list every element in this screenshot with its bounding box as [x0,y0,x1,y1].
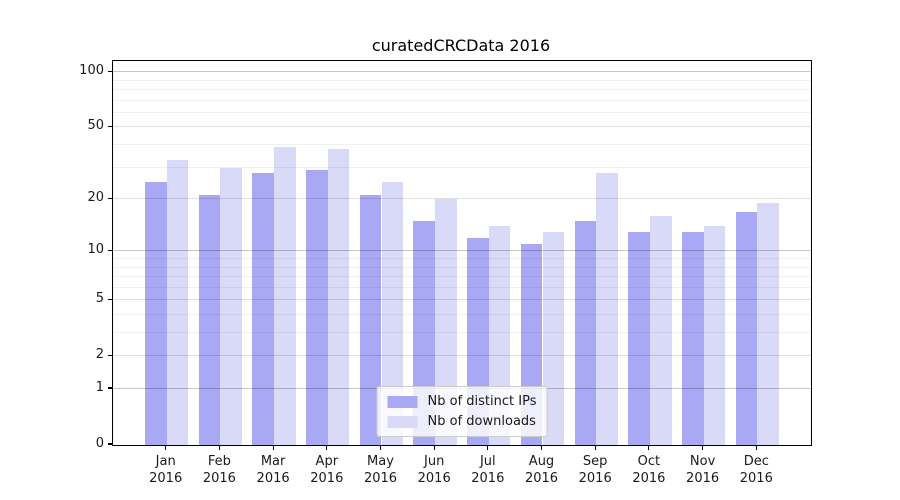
legend-item: Nb of distinct IPs [387,394,537,409]
x-tick-month: Jul [479,454,496,469]
bar-downloads-feb [220,167,243,445]
y-tick-mark [107,125,112,127]
x-tick-mark [648,445,650,450]
x-tick-month: Feb [207,454,231,469]
bar-distinct-ips-sep [574,221,597,445]
x-tick-month: Apr [315,454,339,469]
legend-item: Nb of downloads [387,414,537,429]
bar-distinct-ips-may [359,195,382,445]
x-tick-month: May [367,454,394,469]
x-tick-year: 2016 [686,471,720,486]
legend-label: Nb of downloads [427,414,536,429]
bar-distinct-ips-nov [681,231,704,445]
plot-area: Nb of distinct IPs Nb of downloads [112,60,812,446]
x-tick-label-sep: Sep 2016 [565,453,625,487]
bar-downloads-dec [757,203,779,445]
bar-distinct-ips-oct [628,231,650,445]
x-tick-mark [165,445,167,450]
legend: Nb of distinct IPs Nb of downloads [376,386,548,437]
x-tick-mark [594,445,596,450]
x-tick-year: 2016 [471,471,505,486]
y-tick-mark [107,298,112,300]
y-tick-label: 100 [79,63,104,79]
x-tick-year: 2016 [578,471,612,486]
x-tick-label-jul: Jul 2016 [458,453,518,487]
y-tick-mark [107,197,112,199]
x-tick-mark [487,445,489,450]
x-tick-mark [272,445,274,450]
x-tick-mark [540,445,543,450]
bar-downloads-jun [435,199,457,445]
bar-downloads-jan [166,160,189,445]
bar-downloads-apr [327,149,350,445]
x-tick-mark [379,445,382,450]
y-tick-mark [107,387,112,389]
x-tick-year: 2016 [632,471,666,486]
y-tick-label: 2 [95,347,104,363]
x-tick-label-dec: Dec 2016 [726,453,786,487]
x-tick-year: 2016 [256,471,290,486]
y-tick-mark [107,354,112,356]
y-tick-mark [107,249,112,251]
chart-title: curatedCRCData 2016 [371,36,551,55]
y-tick-mark [107,70,112,72]
bar-downloads-aug [542,231,565,445]
bar-distinct-ips-mar [252,173,274,445]
x-tick-month: Oct [637,454,661,469]
x-tick-mark [433,445,435,450]
bar-downloads-nov [703,226,726,445]
y-tick-label: 50 [87,118,104,134]
legend-label: Nb of distinct IPs [427,394,537,409]
x-tick-label-nov: Nov 2016 [673,453,733,487]
legend-swatch-downloads [387,415,418,428]
x-tick-month: Aug [528,454,555,469]
x-tick-mark [326,445,328,450]
x-tick-label-jun: Jun 2016 [404,453,464,487]
x-tick-month: Dec [743,454,769,469]
bar-distinct-ips-apr [306,170,328,445]
x-tick-label-may: May 2016 [351,453,411,487]
x-tick-year: 2016 [149,471,183,486]
x-tick-year: 2016 [363,471,398,486]
bar-distinct-ips-jan [144,181,167,445]
x-tick-month: Mar [260,454,286,469]
x-tick-month: Sep [582,454,608,469]
x-tick-year: 2016 [417,471,451,486]
y-tick-label: 20 [87,190,104,206]
x-tick-mark [218,445,220,450]
y-tick-label: 1 [95,380,104,395]
y-tick-label: 10 [87,242,104,258]
bar-downloads-mar [274,147,296,445]
x-tick-year: 2016 [202,471,236,486]
x-tick-label-jan: Jan 2016 [136,453,196,487]
bar-downloads-sep [596,173,618,445]
bar-distinct-ips-dec [735,211,758,445]
x-tick-label-mar: Mar 2016 [243,453,303,487]
y-tick-mark [107,443,112,445]
bar-downloads-may [381,181,404,445]
bar-downloads-oct [649,216,672,445]
x-tick-month: Nov [689,454,716,469]
x-tick-month: Jan [155,454,176,469]
x-tick-month: Jun [424,454,445,469]
x-tick-year: 2016 [524,471,559,486]
bar-distinct-ips-feb [198,195,221,445]
x-tick-label-feb: Feb 2016 [189,453,249,487]
x-tick-label-apr: Apr 2016 [297,453,357,487]
y-tick-label: 5 [95,291,104,307]
x-tick-mark [702,445,704,450]
x-tick-label-aug: Aug 2016 [512,453,572,487]
x-tick-year: 2016 [739,471,773,486]
y-tick-label: 0 [95,436,104,451]
x-tick-label-oct: Oct 2016 [619,453,679,487]
x-tick-mark [755,445,757,450]
legend-swatch-distinct-ips [387,395,418,408]
x-tick-year: 2016 [310,471,344,486]
